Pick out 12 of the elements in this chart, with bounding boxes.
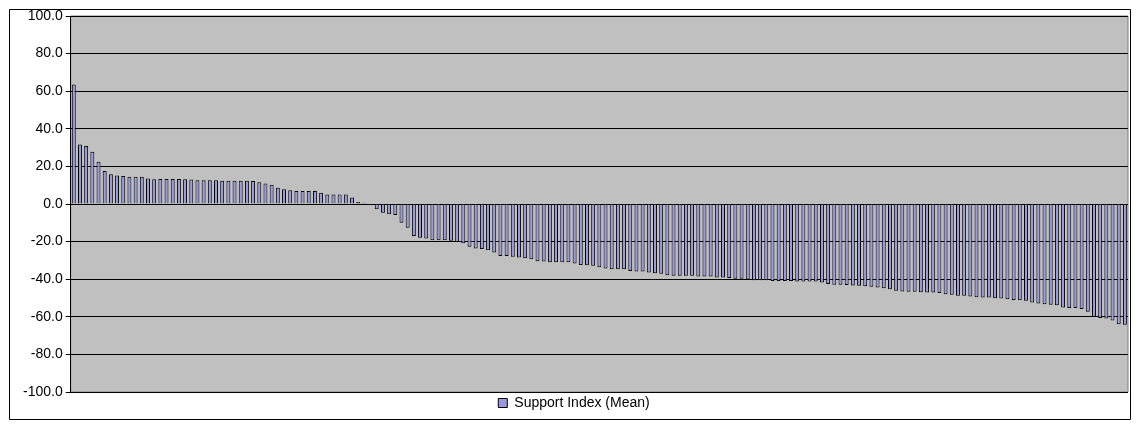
y-tick-label: 80.0 <box>35 44 63 61</box>
y-tick-label: -20.0 <box>30 232 63 249</box>
y-tick-label: -40.0 <box>30 270 63 287</box>
legend-label: Support Index (Mean) <box>514 393 650 410</box>
y-tick-label: 0.0 <box>43 194 63 211</box>
y-tick-label: -100.0 <box>22 382 63 399</box>
y-tick-label: -80.0 <box>30 345 63 362</box>
y-tick-label: 100.0 <box>27 6 63 23</box>
y-tick-label: -60.0 <box>30 307 63 324</box>
y-tick-label: 40.0 <box>35 119 63 136</box>
y-tick-label: 20.0 <box>35 157 63 174</box>
y-tick-label: 60.0 <box>35 82 63 99</box>
